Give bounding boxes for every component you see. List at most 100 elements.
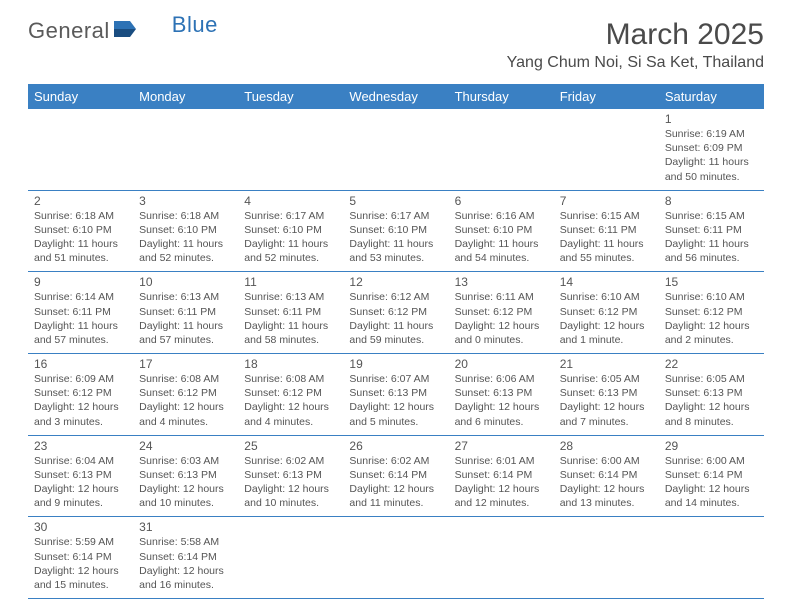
empty-cell <box>449 517 554 598</box>
info-line: Sunrise: 5:59 AM <box>34 535 127 549</box>
day-cell: 28Sunrise: 6:00 AMSunset: 6:14 PMDayligh… <box>554 436 659 517</box>
info-line: Sunset: 6:13 PM <box>34 468 127 482</box>
info-line: Daylight: 12 hours <box>244 482 337 496</box>
day-number: 11 <box>244 275 337 289</box>
day-header: Thursday <box>449 84 554 108</box>
info-line: Daylight: 12 hours <box>139 400 232 414</box>
logo-text-general: General <box>28 18 110 44</box>
day-number: 19 <box>349 357 442 371</box>
day-header: Wednesday <box>343 84 448 108</box>
info-line: Sunrise: 6:17 AM <box>244 209 337 223</box>
info-line: Sunrise: 6:05 AM <box>665 372 758 386</box>
day-cell: 5Sunrise: 6:17 AMSunset: 6:10 PMDaylight… <box>343 191 448 272</box>
info-line: Sunset: 6:12 PM <box>244 386 337 400</box>
month-title: March 2025 <box>507 18 764 52</box>
info-line: and 57 minutes. <box>139 333 232 347</box>
info-line: Sunrise: 6:10 AM <box>665 290 758 304</box>
info-line: Sunset: 6:14 PM <box>665 468 758 482</box>
info-line: and 9 minutes. <box>34 496 127 510</box>
info-line: and 16 minutes. <box>139 578 232 592</box>
info-line: Sunrise: 6:13 AM <box>139 290 232 304</box>
info-line: Sunset: 6:11 PM <box>139 305 232 319</box>
day-number: 9 <box>34 275 127 289</box>
info-line: Sunrise: 6:16 AM <box>455 209 548 223</box>
day-number: 10 <box>139 275 232 289</box>
day-cell: 22Sunrise: 6:05 AMSunset: 6:13 PMDayligh… <box>659 354 764 435</box>
info-line: Sunset: 6:12 PM <box>665 305 758 319</box>
day-cell: 17Sunrise: 6:08 AMSunset: 6:12 PMDayligh… <box>133 354 238 435</box>
day-number: 7 <box>560 194 653 208</box>
info-line: Sunset: 6:10 PM <box>349 223 442 237</box>
info-line: and 14 minutes. <box>665 496 758 510</box>
week-row: 1Sunrise: 6:19 AMSunset: 6:09 PMDaylight… <box>28 108 764 191</box>
info-line: Daylight: 11 hours <box>349 319 442 333</box>
info-line: and 13 minutes. <box>560 496 653 510</box>
info-line: Daylight: 11 hours <box>244 237 337 251</box>
info-line: and 59 minutes. <box>349 333 442 347</box>
day-number: 4 <box>244 194 337 208</box>
info-line: Daylight: 12 hours <box>139 482 232 496</box>
day-number: 29 <box>665 439 758 453</box>
day-cell: 31Sunrise: 5:58 AMSunset: 6:14 PMDayligh… <box>133 517 238 598</box>
info-line: Sunrise: 6:02 AM <box>349 454 442 468</box>
day-cell: 4Sunrise: 6:17 AMSunset: 6:10 PMDaylight… <box>238 191 343 272</box>
day-number: 15 <box>665 275 758 289</box>
info-line: Sunset: 6:11 PM <box>244 305 337 319</box>
info-line: Sunset: 6:12 PM <box>349 305 442 319</box>
info-line: and 4 minutes. <box>244 415 337 429</box>
day-number: 2 <box>34 194 127 208</box>
empty-cell <box>343 109 448 190</box>
info-line: and 53 minutes. <box>349 251 442 265</box>
day-cell: 19Sunrise: 6:07 AMSunset: 6:13 PMDayligh… <box>343 354 448 435</box>
info-line: and 11 minutes. <box>349 496 442 510</box>
info-line: Sunrise: 6:08 AM <box>139 372 232 386</box>
empty-cell <box>449 109 554 190</box>
info-line: and 7 minutes. <box>560 415 653 429</box>
info-line: Sunrise: 6:00 AM <box>560 454 653 468</box>
info-line: Sunrise: 6:08 AM <box>244 372 337 386</box>
week-row: 23Sunrise: 6:04 AMSunset: 6:13 PMDayligh… <box>28 436 764 518</box>
info-line: Daylight: 11 hours <box>139 237 232 251</box>
info-line: and 10 minutes. <box>244 496 337 510</box>
logo-flag-icon <box>114 19 140 44</box>
day-cell: 20Sunrise: 6:06 AMSunset: 6:13 PMDayligh… <box>449 354 554 435</box>
weeks-container: 1Sunrise: 6:19 AMSunset: 6:09 PMDaylight… <box>28 108 764 599</box>
info-line: Sunset: 6:11 PM <box>665 223 758 237</box>
info-line: Sunset: 6:13 PM <box>455 386 548 400</box>
day-cell: 15Sunrise: 6:10 AMSunset: 6:12 PMDayligh… <box>659 272 764 353</box>
info-line: and 3 minutes. <box>34 415 127 429</box>
info-line: Sunset: 6:13 PM <box>349 386 442 400</box>
empty-cell <box>28 109 133 190</box>
day-cell: 3Sunrise: 6:18 AMSunset: 6:10 PMDaylight… <box>133 191 238 272</box>
day-number: 3 <box>139 194 232 208</box>
info-line: Daylight: 12 hours <box>560 482 653 496</box>
info-line: Daylight: 12 hours <box>455 482 548 496</box>
info-line: Sunrise: 6:03 AM <box>139 454 232 468</box>
info-line: Daylight: 12 hours <box>34 564 127 578</box>
info-line: Sunset: 6:09 PM <box>665 141 758 155</box>
info-line: Daylight: 12 hours <box>560 319 653 333</box>
info-line: Daylight: 11 hours <box>244 319 337 333</box>
info-line: and 54 minutes. <box>455 251 548 265</box>
day-number: 5 <box>349 194 442 208</box>
info-line: and 0 minutes. <box>455 333 548 347</box>
day-number: 30 <box>34 520 127 534</box>
day-number: 22 <box>665 357 758 371</box>
day-cell: 26Sunrise: 6:02 AMSunset: 6:14 PMDayligh… <box>343 436 448 517</box>
day-cell: 2Sunrise: 6:18 AMSunset: 6:10 PMDaylight… <box>28 191 133 272</box>
info-line: Daylight: 11 hours <box>665 237 758 251</box>
week-row: 9Sunrise: 6:14 AMSunset: 6:11 PMDaylight… <box>28 272 764 354</box>
info-line: and 2 minutes. <box>665 333 758 347</box>
info-line: Sunrise: 5:58 AM <box>139 535 232 549</box>
day-header-row: SundayMondayTuesdayWednesdayThursdayFrid… <box>28 84 764 108</box>
info-line: Sunrise: 6:13 AM <box>244 290 337 304</box>
day-number: 21 <box>560 357 653 371</box>
logo-text-blue: Blue <box>172 12 218 38</box>
day-cell: 1Sunrise: 6:19 AMSunset: 6:09 PMDaylight… <box>659 109 764 190</box>
info-line: Sunrise: 6:15 AM <box>665 209 758 223</box>
day-number: 14 <box>560 275 653 289</box>
location: Yang Chum Noi, Si Sa Ket, Thailand <box>507 54 764 72</box>
info-line: Sunset: 6:11 PM <box>34 305 127 319</box>
info-line: and 56 minutes. <box>665 251 758 265</box>
logo: General Blue <box>28 18 218 44</box>
